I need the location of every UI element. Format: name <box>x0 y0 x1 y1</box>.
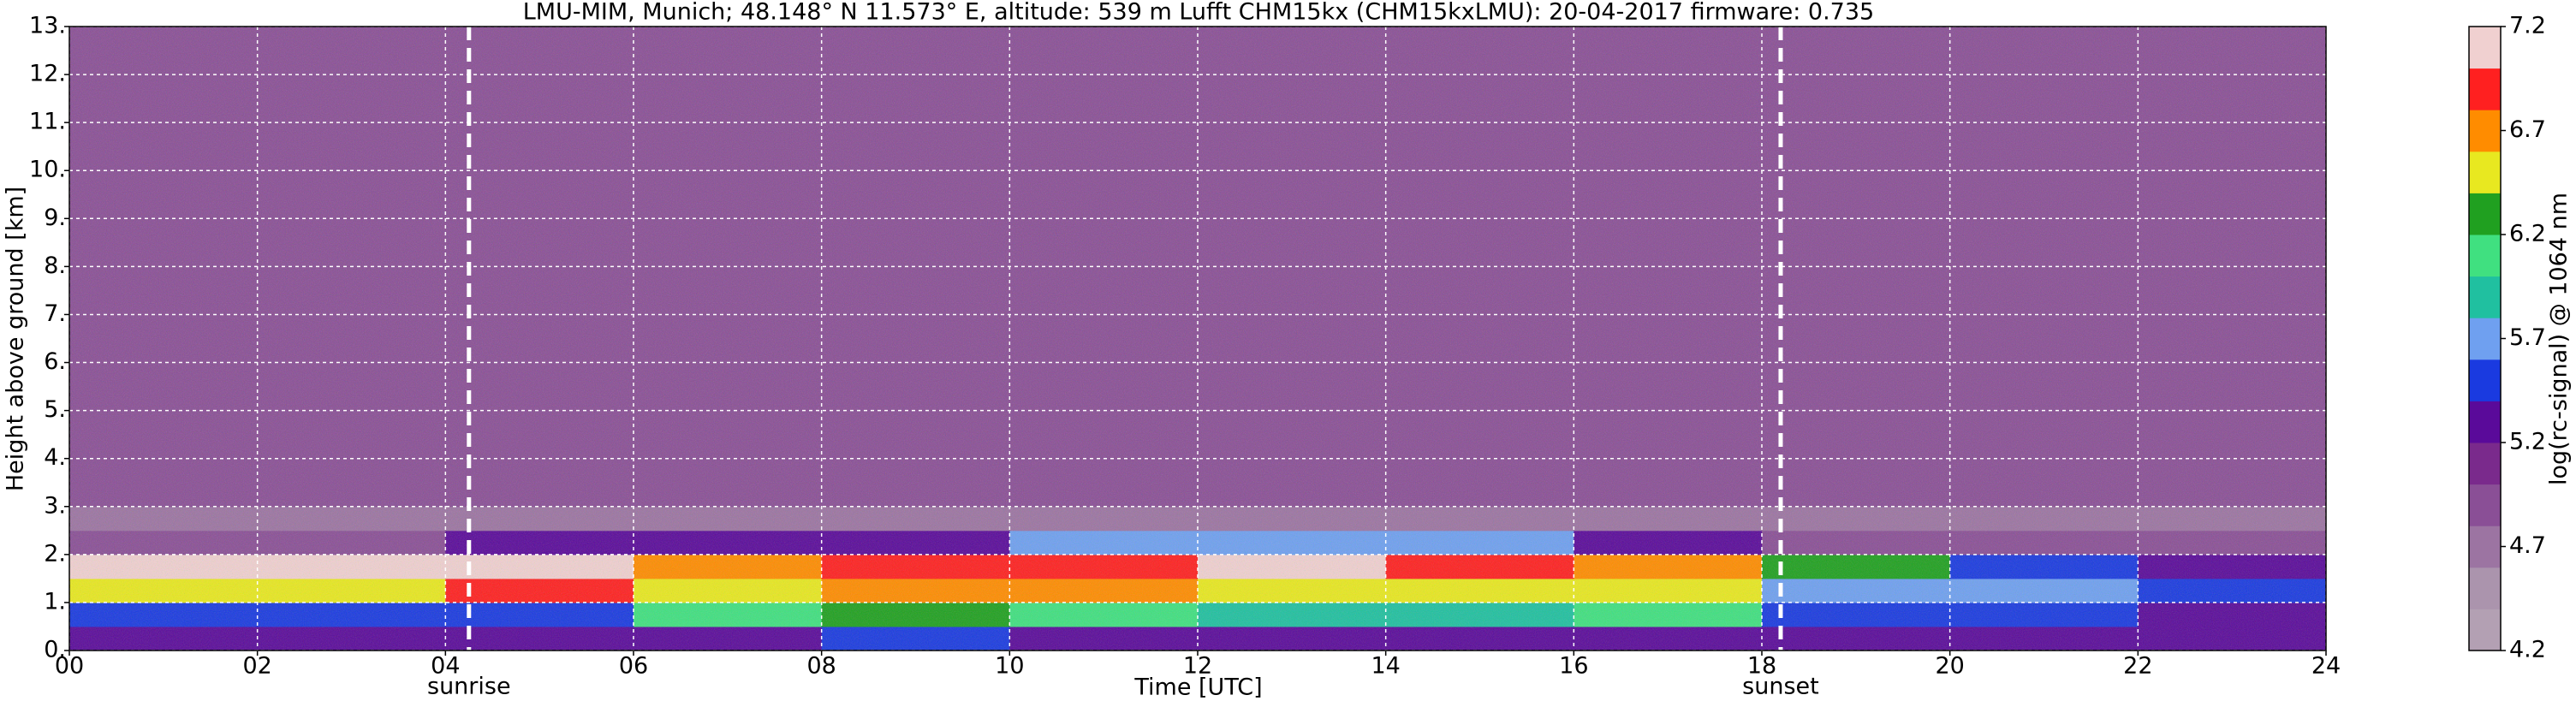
colorbar-segment <box>2469 68 2501 110</box>
colorbar-segment <box>2469 443 2501 485</box>
colorbar-segment <box>2469 27 2501 69</box>
colorbar-segment <box>2469 276 2501 318</box>
y-tick-label: 13. <box>29 13 66 39</box>
y-tick-label: 4. <box>44 444 66 471</box>
x-tick-label: 08 <box>806 653 836 680</box>
colorbar-label: log(rc-signal) @ 1064 nm <box>2546 193 2573 485</box>
y-tick-label: 7. <box>44 300 66 327</box>
colorbar-tick-label: 4.7 <box>2509 532 2546 559</box>
colorbar-tick-label: 7.2 <box>2509 13 2546 39</box>
x-tick-label: 00 <box>55 653 84 680</box>
x-tick-label: 22 <box>2123 653 2152 680</box>
x-tick-label: 04 <box>431 653 460 680</box>
y-tick-label: 2. <box>44 540 66 567</box>
y-tick-label: 10. <box>29 157 66 183</box>
y-tick-label: 12. <box>29 61 66 87</box>
y-tick-label: 6. <box>44 348 66 375</box>
colorbar-segment <box>2469 235 2501 277</box>
y-tick-label: 11. <box>29 109 66 135</box>
colorbar-segment <box>2469 526 2501 568</box>
y-tick-label: 5. <box>44 396 66 423</box>
x-tick-label: 14 <box>1371 653 1400 680</box>
colorbar-segment <box>2469 110 2501 152</box>
x-tick-label: 12 <box>1183 653 1212 680</box>
colorbar-segment <box>2469 609 2501 651</box>
colorbar-tick-label: 5.2 <box>2509 429 2546 455</box>
annotation-label: sunset <box>1742 674 1819 700</box>
colorbar-tick-label: 6.2 <box>2509 221 2546 247</box>
x-tick-label: 10 <box>995 653 1024 680</box>
colorbar-segment <box>2469 359 2501 401</box>
colorbar-segment <box>2469 151 2501 193</box>
x-tick-label: 24 <box>2311 653 2341 680</box>
x-axis-label: Time [UTC] <box>1133 674 1262 701</box>
colorbar-tick-label: 5.7 <box>2509 324 2546 351</box>
y-tick-label: 0. <box>44 637 66 663</box>
x-tick-label: 20 <box>1935 653 1964 680</box>
x-tick-label: 02 <box>242 653 271 680</box>
y-axis-label: Height above ground [km] <box>3 187 29 491</box>
colorbar-segment <box>2469 567 2501 609</box>
y-tick-label: 1. <box>44 588 66 615</box>
y-tick-label: 3. <box>44 492 66 519</box>
plot-frame <box>68 26 2327 651</box>
colorbar-segment <box>2469 401 2501 443</box>
x-tick-label: 16 <box>1559 653 1588 680</box>
colorbar-tick-label: 6.7 <box>2509 116 2546 143</box>
colorbar-tick-label: 4.2 <box>2509 637 2546 663</box>
x-tick-label: 18 <box>1747 653 1776 680</box>
colorbar-segment <box>2469 318 2501 360</box>
chart-title: LMU-MIM, Munich; 48.148° N 11.573° E, al… <box>523 0 1874 26</box>
colorbar-segment <box>2469 484 2501 526</box>
y-tick-label: 8. <box>44 253 66 279</box>
y-tick-label: 9. <box>44 205 66 231</box>
colorbar-segment <box>2469 193 2501 235</box>
annotation-label: sunrise <box>427 674 511 700</box>
x-tick-label: 06 <box>619 653 648 680</box>
